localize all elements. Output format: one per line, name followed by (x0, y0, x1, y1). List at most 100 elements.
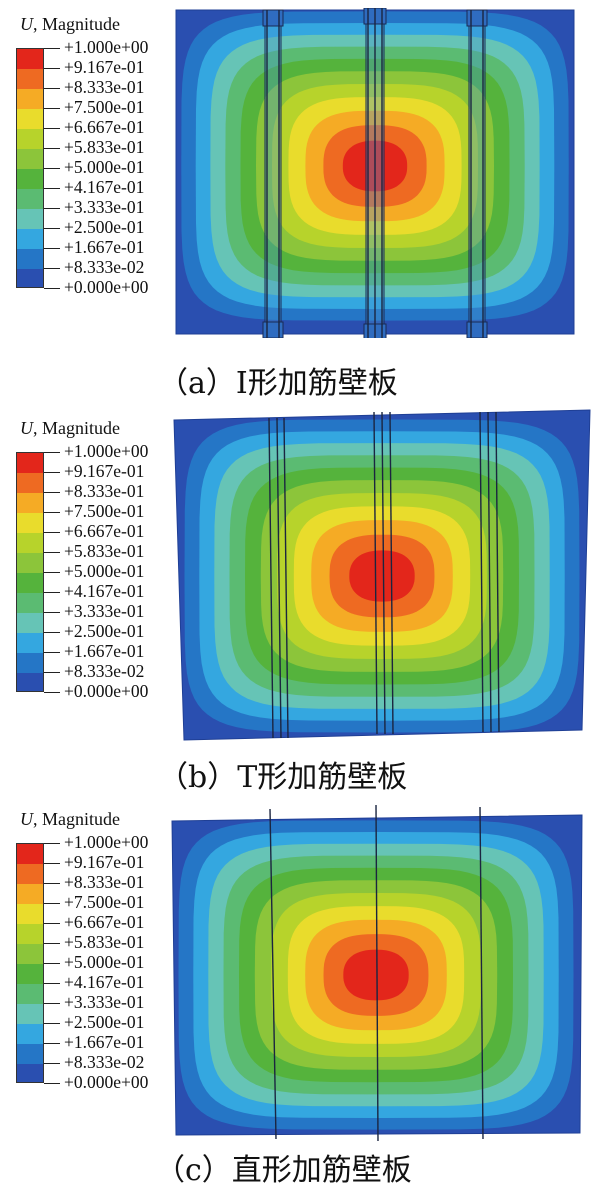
legend-tick (44, 452, 60, 453)
legend-tick (44, 843, 60, 844)
legend-swatch (17, 473, 43, 493)
legend-title-rest: , Magnitude (33, 809, 120, 829)
legend-swatch (17, 673, 43, 691)
legend-title-rest: , Magnitude (33, 418, 120, 438)
legend-swatch (17, 513, 43, 533)
legend-label: +8.333e-01 (64, 483, 144, 501)
legend-swatch (17, 129, 43, 149)
legend-swatch (17, 89, 43, 109)
legend-swatch (17, 944, 43, 964)
legend-swatch (17, 924, 43, 944)
legend-tick (44, 652, 60, 653)
legend-tick (44, 128, 60, 129)
legend-swatch (17, 1024, 43, 1044)
legend-tick (44, 228, 60, 229)
legend-label: +8.333e-02 (64, 1054, 144, 1072)
displacement-contour-plot (170, 805, 585, 1141)
legend-tick (44, 472, 60, 473)
legend-tick (44, 592, 60, 593)
contour-band (349, 550, 414, 601)
stiffener-cap (263, 322, 283, 338)
legend-label: +1.667e-01 (64, 1034, 144, 1052)
legend-swatch (17, 229, 43, 249)
legend-tick (44, 632, 60, 633)
contour-band (343, 950, 408, 1001)
legend-title-rest: , Magnitude (33, 14, 120, 34)
legend-label: +1.000e+00 (64, 39, 148, 57)
legend-label: +7.500e-01 (64, 99, 144, 117)
legend-tick (44, 883, 60, 884)
legend-label: +2.500e-01 (64, 1014, 144, 1032)
legend-label: +2.500e-01 (64, 219, 144, 237)
legend-tick (44, 552, 60, 553)
legend-tick (44, 1083, 60, 1084)
legend-label: +6.667e-01 (64, 523, 144, 541)
legend-label: +6.667e-01 (64, 914, 144, 932)
legend-tick (44, 612, 60, 613)
legend-swatch (17, 653, 43, 673)
legend-swatch (17, 149, 43, 169)
stiffener-cap (467, 10, 487, 26)
legend-label: +8.333e-02 (64, 663, 144, 681)
legend-label: +5.000e-01 (64, 159, 144, 177)
legend-tick (44, 903, 60, 904)
legend-colorbar (16, 48, 44, 288)
legend-label: +4.167e-01 (64, 583, 144, 601)
legend-label: +5.000e-01 (64, 954, 144, 972)
legend-label: +4.167e-01 (64, 974, 144, 992)
panel-b: U, Magnitude +1.000e+00 +9.167e-01 +8.333e… (0, 400, 600, 795)
legend-tick (44, 512, 60, 513)
legend-tick (44, 692, 60, 693)
panel-a: U, Magnitude +1.000e+00 +9.167e-01 +8.333e… (0, 0, 600, 400)
legend-label: +4.167e-01 (64, 179, 144, 197)
legend-swatch (17, 593, 43, 613)
legend-label: +9.167e-01 (64, 854, 144, 872)
legend-swatch (17, 964, 43, 984)
legend-label: +3.333e-01 (64, 994, 144, 1012)
legend-label: +8.333e-01 (64, 874, 144, 892)
legend-swatch (17, 613, 43, 633)
legend-swatch (17, 553, 43, 573)
legend-tick (44, 863, 60, 864)
legend-tick (44, 248, 60, 249)
legend-label: +1.667e-01 (64, 643, 144, 661)
legend-swatch (17, 1064, 43, 1082)
legend-swatch (17, 249, 43, 269)
legend-tick (44, 923, 60, 924)
legend-label: +8.333e-01 (64, 79, 144, 97)
legend-label: +5.000e-01 (64, 563, 144, 581)
legend-swatch (17, 1004, 43, 1024)
legend-swatch (17, 1044, 43, 1064)
legend-tick (44, 943, 60, 944)
legend-swatch (17, 844, 43, 864)
panel-c: U, Magnitude +1.000e+00 +9.167e-01 +8.333e… (0, 795, 600, 1191)
legend-swatch (17, 573, 43, 593)
legend-swatch (17, 49, 43, 69)
legend-tick (44, 108, 60, 109)
legend-label: +3.333e-01 (64, 199, 144, 217)
legend-tick (44, 148, 60, 149)
legend-tick (44, 572, 60, 573)
legend-swatch (17, 493, 43, 513)
legend-tick (44, 288, 60, 289)
displacement-contour-plot (170, 8, 580, 338)
legend-title: U, Magnitude (20, 809, 120, 830)
panel-caption: （a）I形加筋壁板 (158, 358, 398, 402)
legend-label: +8.333e-02 (64, 259, 144, 277)
legend-label: +1.667e-01 (64, 239, 144, 257)
legend-tick (44, 268, 60, 269)
legend-colorbar (16, 452, 44, 692)
stiffener-cap (467, 322, 487, 338)
legend-label: +5.833e-01 (64, 543, 144, 561)
legend-swatch (17, 884, 43, 904)
legend-label: +7.500e-01 (64, 894, 144, 912)
legend-title-var: U (20, 809, 33, 829)
legend-title-var: U (20, 14, 33, 34)
legend-tick (44, 983, 60, 984)
legend-swatch (17, 904, 43, 924)
legend-swatch (17, 109, 43, 129)
legend-swatch (17, 453, 43, 473)
legend-tick (44, 1063, 60, 1064)
legend-swatch (17, 189, 43, 209)
legend-tick (44, 492, 60, 493)
